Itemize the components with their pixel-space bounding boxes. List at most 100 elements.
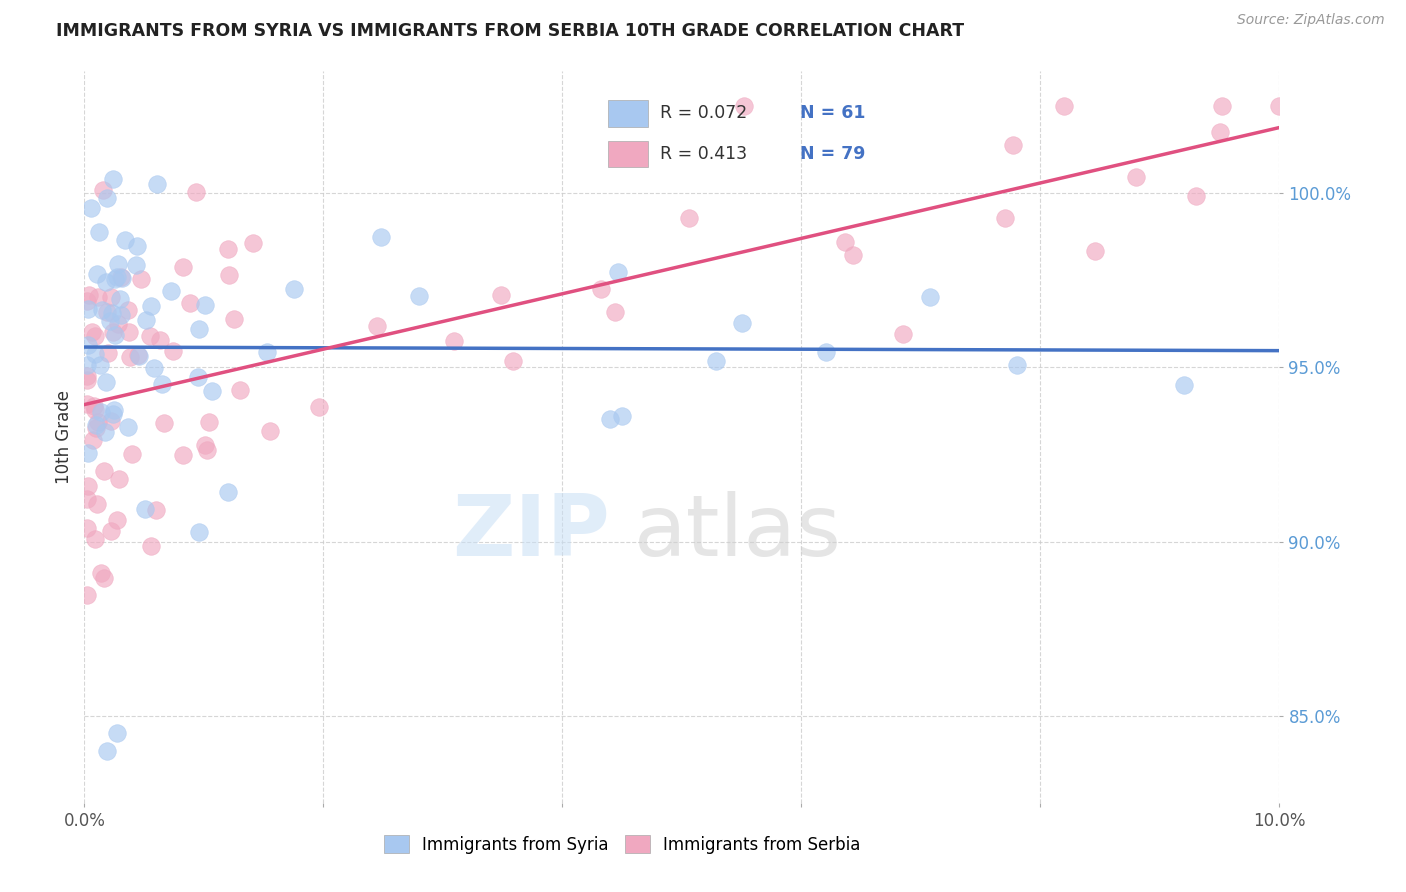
Point [201,384,224,399]
Point [184,185,207,199]
Point [408,289,430,303]
Legend: Immigrants from Syria, Immigrants from Serbia: Immigrants from Syria, Immigrants from S… [377,829,868,860]
Point [891,327,914,342]
Point [100,414,122,428]
Point [139,539,162,553]
Point [1209,125,1232,139]
Point [114,233,136,247]
Point [1053,99,1076,113]
Y-axis label: 10th Grade: 10th Grade [55,390,73,484]
Point [86,497,108,511]
Point [259,424,281,438]
Point [107,726,129,740]
Point [93,464,115,478]
Point [86,267,108,281]
Point [489,288,512,302]
Point [104,327,127,342]
Point [733,99,755,113]
Point [150,377,173,392]
Point [110,308,132,322]
Point [97,346,120,360]
Point [94,375,117,389]
Point [76,358,98,372]
Point [80,201,103,215]
Point [814,345,837,359]
Point [605,305,627,319]
Point [153,416,176,430]
Point [83,403,105,417]
Point [217,242,239,256]
Point [110,270,132,285]
Point [101,306,124,320]
Point [1211,99,1233,113]
Point [217,484,239,499]
Point [91,303,114,318]
Text: IMMIGRANTS FROM SYRIA VS IMMIGRANTS FROM SERBIA 10TH GRADE CORRELATION CHART: IMMIGRANTS FROM SYRIA VS IMMIGRANTS FROM… [56,22,965,40]
Point [139,299,162,313]
Point [145,177,167,191]
Point [86,421,108,435]
Point [834,235,856,250]
Point [1173,378,1195,392]
Point [100,290,122,304]
Point [678,211,700,225]
Point [218,268,240,282]
Point [76,369,98,384]
Point [599,412,621,426]
Point [76,294,98,309]
Point [194,297,217,311]
Point [162,344,184,359]
Point [149,333,172,347]
Point [134,502,156,516]
Point [920,290,942,304]
Point [111,270,134,285]
Point [77,302,100,317]
Point [108,292,131,306]
Point [731,316,754,330]
Point [124,258,146,272]
Point [229,383,252,397]
Point [103,171,125,186]
Point [128,349,150,363]
Point [591,282,613,296]
Point [1268,99,1291,113]
Point [143,360,166,375]
Point [84,347,107,361]
Point [283,282,305,296]
Point [90,566,112,580]
Point [108,472,131,486]
Point [84,532,107,546]
Point [224,312,246,326]
Text: atlas: atlas [634,491,842,574]
Point [100,524,122,538]
Point [842,248,865,262]
Point [172,260,194,275]
Point [94,425,117,439]
Point [96,275,118,289]
Point [117,420,139,434]
Point [129,271,152,285]
Point [101,325,124,339]
Point [370,230,392,244]
Point [77,446,100,460]
Point [1005,359,1028,373]
Point [101,407,124,421]
Point [308,400,330,414]
Point [127,348,149,362]
Point [117,302,139,317]
Point [76,521,98,535]
Point [76,492,98,507]
Point [188,322,211,336]
Point [82,434,104,448]
Point [994,211,1017,225]
Point [188,524,211,539]
Point [87,415,110,429]
Point [83,399,105,413]
Point [76,338,98,352]
Point [91,183,114,197]
Point [77,288,100,302]
Point [89,358,111,372]
Point [76,588,98,602]
Point [105,513,128,527]
Point [443,334,465,348]
